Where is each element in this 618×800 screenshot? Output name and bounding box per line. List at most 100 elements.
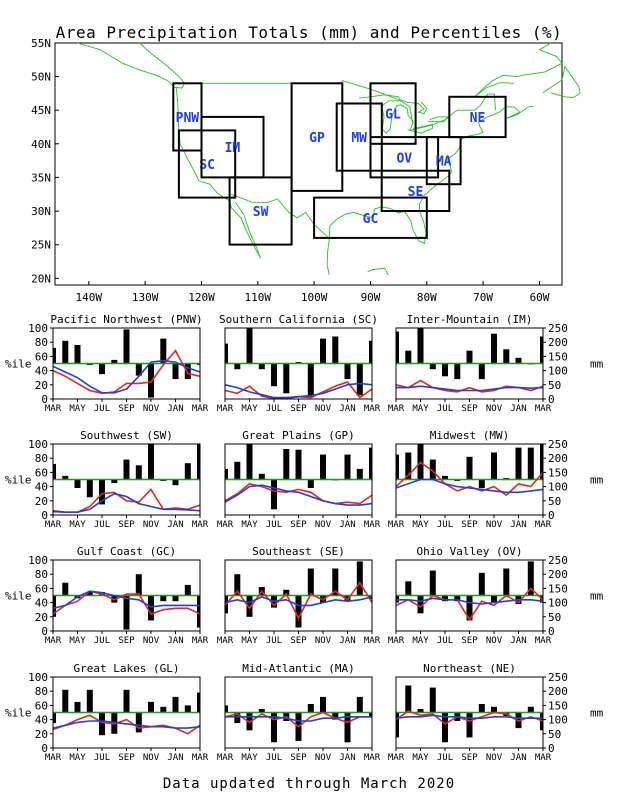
lon-tick-label: 60W bbox=[530, 291, 550, 304]
pct-tick-label: 80 bbox=[35, 452, 48, 465]
mm-tick-label: 100 bbox=[548, 714, 568, 727]
percentile-bar bbox=[429, 687, 436, 713]
percentile-bar bbox=[246, 444, 253, 480]
region-map: PNW SC IM SW GP MW GL OV SE GC MA NE 55N 50N 45N 40N 35… bbox=[31, 37, 581, 304]
month-tick-label: JAN bbox=[339, 636, 355, 646]
precip-line-blue bbox=[225, 716, 372, 722]
panel-title: Great Lakes (GL) bbox=[74, 662, 180, 675]
precip-line-red bbox=[224, 482, 373, 505]
month-tick-label: MAR bbox=[388, 636, 405, 646]
precip-line-blue bbox=[395, 714, 543, 719]
month-tick-label: MAR bbox=[364, 520, 381, 530]
month-tick-label: SEP bbox=[461, 520, 478, 530]
month-tick-label: MAY bbox=[241, 753, 258, 763]
percentile-bar bbox=[135, 574, 142, 596]
month-tick-label: JAN bbox=[167, 520, 183, 530]
month-tick-label: NOV bbox=[486, 636, 503, 646]
lat-tick-label: 45N bbox=[31, 104, 51, 117]
month-tick-label: MAR bbox=[217, 636, 234, 646]
percentile-bar bbox=[356, 696, 363, 713]
percentile-bar bbox=[225, 468, 228, 480]
percentile-bar bbox=[417, 595, 424, 614]
coastline-path bbox=[328, 105, 534, 244]
pct-tick-label: 40 bbox=[35, 481, 48, 494]
percentile-bar bbox=[184, 705, 191, 713]
percentile-bar bbox=[172, 595, 179, 602]
lat-tick-label: 25N bbox=[31, 239, 51, 252]
month-tick-label: MAR bbox=[192, 636, 209, 646]
percentile-bar bbox=[332, 568, 339, 596]
percentile-bar bbox=[332, 336, 339, 364]
region-label-ma: MA bbox=[436, 155, 452, 170]
month-tick-label: SEP bbox=[461, 636, 478, 646]
month-tick-label: MAR bbox=[535, 404, 552, 414]
month-tick-label: JAN bbox=[339, 404, 355, 414]
percentile-bar bbox=[344, 712, 351, 743]
percentile-bar bbox=[344, 595, 351, 602]
panel-title: Southeast (SE) bbox=[252, 545, 345, 558]
month-tick-label: MAY bbox=[69, 404, 86, 414]
percentile-bar bbox=[369, 340, 372, 364]
percentile-bar bbox=[271, 712, 277, 743]
month-tick-label: SEP bbox=[118, 404, 135, 414]
percentile-bar bbox=[466, 712, 473, 738]
month-tick-label: SEP bbox=[118, 520, 135, 530]
month-tick-label: SEP bbox=[461, 404, 478, 414]
percentile-bar bbox=[99, 363, 105, 375]
percentile-bar bbox=[197, 444, 200, 480]
footer-note: Data updated through March 2020 bbox=[163, 776, 455, 792]
percentile-bar bbox=[307, 568, 314, 596]
pct-tick-label: 0 bbox=[41, 509, 48, 522]
percentile-bar bbox=[466, 350, 473, 364]
month-tick-label: SEP bbox=[290, 520, 307, 530]
month-tick-label: NOV bbox=[315, 753, 332, 763]
coastline-path bbox=[231, 193, 330, 239]
percentile-bar bbox=[53, 595, 56, 617]
percentile-bar bbox=[515, 447, 522, 480]
percentile-bar bbox=[123, 459, 130, 480]
coastline-path bbox=[326, 238, 330, 275]
pct-tick-label: 0 bbox=[41, 625, 48, 638]
month-tick-label: MAR bbox=[192, 404, 209, 414]
month-tick-label: MAY bbox=[412, 404, 429, 414]
mm-tick-label: 50 bbox=[548, 611, 561, 624]
mm-axis-label: mm bbox=[590, 590, 604, 603]
month-tick-label: JUL bbox=[266, 520, 282, 530]
panel-title: Pacific Northwest (PNW) bbox=[50, 313, 202, 326]
pct-tick-label: 0 bbox=[41, 393, 48, 406]
pct-tick-label: 80 bbox=[35, 336, 48, 349]
region-label-se: SE bbox=[408, 185, 424, 200]
month-tick-label: MAR bbox=[217, 520, 234, 530]
panel-great-plains-gp: Great Plains (GP) MAR MAY JUL SEP NOV JAN MAR bbox=[217, 429, 381, 530]
month-tick-label: MAY bbox=[241, 636, 258, 646]
month-tick-label: MAY bbox=[241, 404, 258, 414]
pct-tick-label: 60 bbox=[35, 582, 48, 595]
percentile-bar bbox=[135, 465, 142, 480]
percentile-bar bbox=[123, 329, 130, 364]
lon-tick-label: 120W bbox=[188, 291, 215, 304]
map-coastlines bbox=[77, 42, 581, 276]
percentile-bar bbox=[527, 447, 534, 480]
percentile-bar bbox=[172, 696, 179, 713]
percentile-bar bbox=[234, 574, 241, 596]
month-tick-label: MAR bbox=[45, 753, 62, 763]
lat-tick-label: 35N bbox=[31, 171, 51, 184]
percentile-bar bbox=[491, 706, 497, 713]
month-tick-label: MAR bbox=[217, 753, 234, 763]
pct-tick-label: 100 bbox=[28, 671, 48, 684]
lon-tick-label: 140W bbox=[76, 291, 103, 304]
region-box-se bbox=[380, 169, 451, 212]
month-tick-label: JAN bbox=[167, 636, 183, 646]
percentile-bar bbox=[540, 336, 543, 364]
lon-tick-label: 100W bbox=[301, 291, 328, 304]
region-box-ma bbox=[425, 136, 462, 186]
panel-title: Gulf Coast (GC) bbox=[77, 545, 176, 558]
precip-line-blue bbox=[52, 492, 201, 513]
percentile-bar bbox=[405, 452, 412, 480]
percentile-bar bbox=[53, 712, 56, 724]
percentile-bar bbox=[184, 584, 191, 596]
panel-northeast-ne: Northeast (NE)MAR MAY JUL SEP NOV JAN MAR05010… bbox=[388, 662, 604, 763]
percentile-bar bbox=[123, 595, 130, 630]
percentile-bar bbox=[429, 363, 436, 370]
month-tick-label: SEP bbox=[290, 636, 307, 646]
